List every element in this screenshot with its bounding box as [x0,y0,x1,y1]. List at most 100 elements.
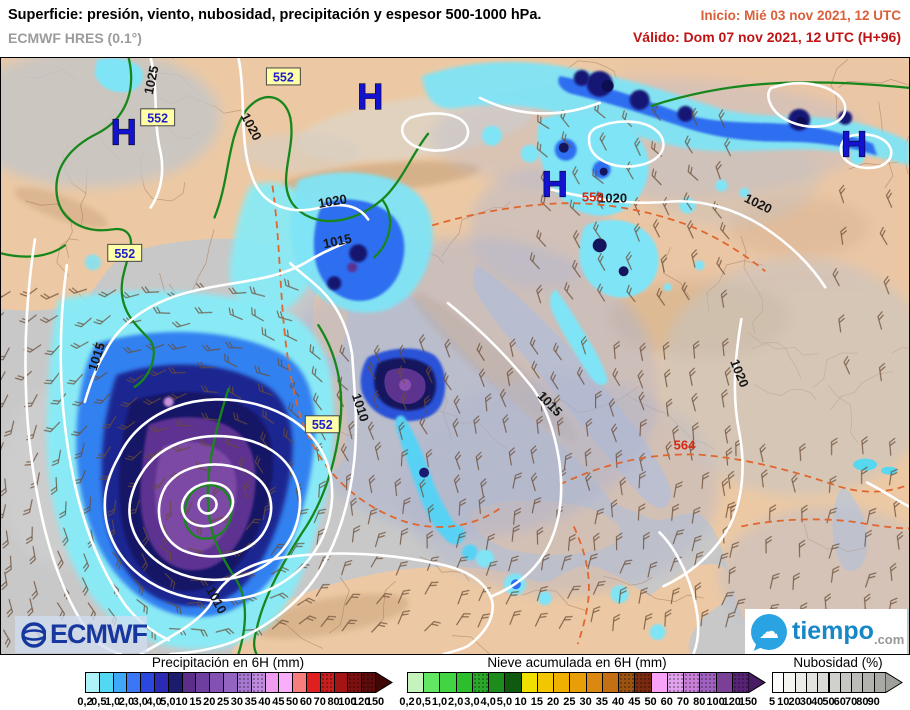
legend-tick: 10 [175,696,188,708]
legend-swatch [618,672,636,693]
legend-tick: 50 [286,696,299,708]
legend-tick: 45 [272,696,285,708]
legend-swatch [488,672,506,693]
legend-swatch [112,672,128,693]
thickness-552-label: 552 [140,108,176,127]
svg-text:552: 552 [312,418,333,432]
high-pressure-marker: H [111,113,137,153]
ecmwf-logo: ECMWF [15,616,148,653]
legend-tick: 100 [706,696,725,708]
legend-swatch [471,672,490,693]
legend-tick: 40 [258,696,271,708]
legend-tick: 3,0 [464,696,480,708]
legend-swatch [305,672,321,693]
legend-tick: 3,0 [132,696,148,708]
legend-swatch [167,672,183,693]
legend-tick: 60 [660,696,673,708]
legend-arrow [885,672,903,693]
legend-tick: 45 [628,696,641,708]
legend-swatch [98,672,114,693]
legend-swatch [181,672,197,693]
page-title: Superficie: presión, viento, nubosidad, … [8,7,542,23]
weather-map: 1025 1020 1020 1015 1015 1010 1010 1015 1020 1020… [0,57,910,655]
legend-tick: 80 [693,696,706,708]
legend-tick: 25 [216,696,230,708]
legend-tick: 70 [676,696,690,708]
legend-arrow [375,672,393,693]
high-pressure-marker: H [357,77,383,117]
legend-tick: 50 [822,696,835,708]
tiempo-logo[interactable]: ☁ tiempo .com [745,609,907,654]
legend-tick: 70 [844,696,858,708]
chart-header: Superficie: presión, viento, nubosidad, … [0,0,910,57]
legend-tick: 15 [530,696,544,708]
pressure-label: 1020 [598,191,627,206]
legend-swatch [504,672,522,693]
legend-tick: 100 [338,696,357,708]
legend-swatch [699,672,717,693]
legend-tick: 4,0 [146,696,162,708]
thickness-552-label: 552 [107,243,143,262]
legend-tick: 1,0 [104,696,121,708]
legend-tick: 120 [722,696,741,708]
legend-tick: 20 [203,696,216,708]
legend-tick: 30 [799,696,813,708]
legend-tick: 80 [856,696,869,708]
thickness-552-label: 552 [265,67,301,86]
legend-tick: 150 [738,696,758,708]
legend-swatch [278,672,294,693]
legend-tick: 5,0 [160,696,176,708]
svg-text:552: 552 [114,247,135,261]
legend-tick: 2,0 [118,696,135,708]
thickness-warm-label: 558 [582,190,604,205]
legend-tick: 5,0 [496,696,513,708]
high-pressure-marker: H [542,165,568,205]
legend-tick: 60 [299,696,313,708]
legend-swatch [333,672,349,693]
legend-tick: 0,5 [91,696,107,708]
legend-tick: 70 [313,696,326,708]
legend-swatch [319,672,335,693]
legend-tick: 1,0 [431,696,448,708]
tiempo-cloud-icon: ☁ [751,613,787,650]
svg-text:552: 552 [147,111,168,125]
legend-tick: 20 [788,696,801,708]
legend-tick: 30 [230,696,244,708]
legend-tick: 150 [365,696,385,708]
legend-tick: 0,2 [399,696,415,708]
legend-tick: 30 [579,696,592,708]
legend-swatch [585,672,603,693]
tiempo-logo-suffix: .com [873,632,905,647]
legend-swatch [347,672,363,693]
init-time-label: Inicio: Mié 03 nov 2021, 12 UTC [700,8,901,23]
thickness-552-label: 552 [304,415,340,434]
legend-title: Nubosidad (%) [793,655,883,670]
legend-swatch [140,672,156,693]
legend-strip: Precipitación en 6H (mm) 0,2 0,5 1,0 2,0 3,0 4… [0,655,910,710]
svg-text:552: 552 [273,70,294,84]
thickness-warm-label: 564 [674,438,696,453]
high-pressure-marker: H [841,125,867,165]
legend-swatch [634,672,652,693]
legend-swatch [601,672,620,693]
tiempo-logo-text: tiempo [792,617,874,645]
legend-tick: 2,0 [448,696,464,708]
legend-swatch [536,672,555,693]
legend-swatch [85,672,100,693]
legend-swatch [292,672,307,693]
legend-tick: 40 [811,696,824,708]
legend-swatch [361,672,376,693]
legend-swatch [236,672,252,693]
legend-tick: 120 [352,696,371,708]
legend-swatch [195,672,211,693]
legend-swatch [250,672,266,693]
legend-tick: 80 [327,696,340,708]
legend-swatch [731,672,749,693]
wind-barbs [1,102,904,648]
legend-tick: 35 [244,696,257,708]
legend-tick: 0,5 [415,696,431,708]
legend-swatch [683,672,701,693]
legend-title: Nieve acumulada en 6H (mm) [487,655,667,670]
legend-tick: 40 [611,696,625,708]
